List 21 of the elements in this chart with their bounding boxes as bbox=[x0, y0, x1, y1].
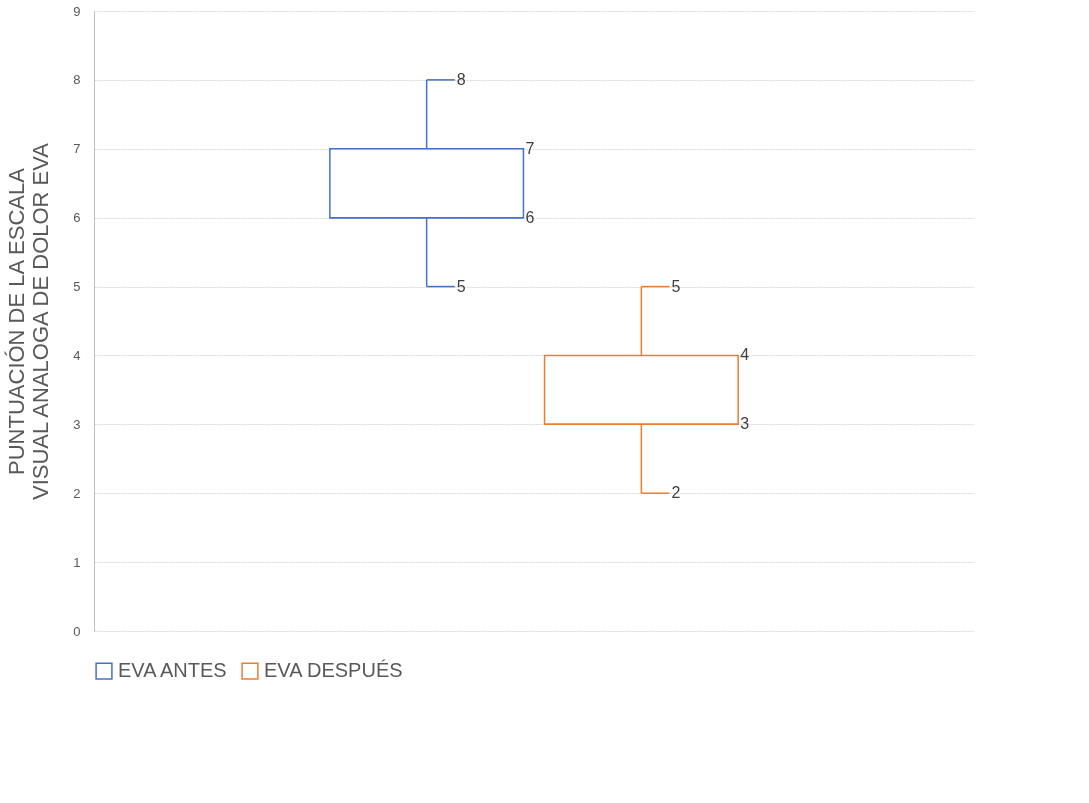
annotation: 5 bbox=[456, 277, 466, 295]
annotation: 7 bbox=[525, 139, 535, 157]
y-axis-title: PUNTUACIÓN DE LA ESCALA VISUAL ANALOGA DE DOLOR EVA bbox=[4, 142, 54, 501]
annotation: 2 bbox=[671, 484, 681, 502]
annotation: 6 bbox=[525, 208, 535, 226]
y-tick-label: 8 bbox=[73, 72, 81, 88]
y-tick-label: 7 bbox=[73, 141, 81, 157]
y-tick-label: 4 bbox=[73, 347, 81, 363]
annotation: 3 bbox=[740, 415, 750, 433]
y-tick-label: 5 bbox=[73, 279, 81, 295]
annotation: 4 bbox=[740, 346, 750, 364]
y-tick-label: 9 bbox=[73, 3, 81, 19]
y-tick-label: 6 bbox=[73, 210, 81, 226]
y-tick-label: 3 bbox=[73, 416, 81, 432]
annotation: 5 bbox=[671, 277, 681, 295]
legend-label: EVA DESPUÉS bbox=[264, 659, 403, 682]
y-tick-label: 2 bbox=[73, 485, 81, 501]
y-tick-label: 1 bbox=[73, 554, 81, 570]
y-tick-label: 0 bbox=[73, 623, 81, 639]
legend-label: EVA ANTES bbox=[118, 659, 227, 682]
annotation: 8 bbox=[456, 70, 466, 88]
